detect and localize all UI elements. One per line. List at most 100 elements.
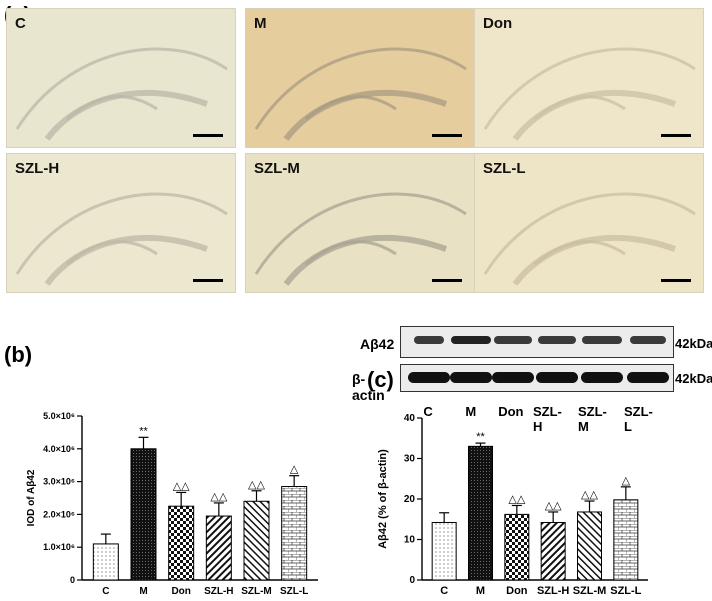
bar-szl-l	[281, 486, 308, 581]
y-tick-label: 3.0×10⁶	[43, 477, 75, 487]
x-tick-label: SZL-H	[537, 585, 569, 597]
y-tick-label: 20	[404, 494, 416, 505]
cell-layer-arc	[483, 192, 696, 275]
significance-mark: △△	[248, 479, 265, 491]
x-tick-label: M	[139, 586, 147, 597]
cell-layer-arc	[66, 240, 158, 266]
scale-bar	[432, 134, 462, 137]
band-beta-actin-szl-h	[536, 372, 578, 383]
x-tick-label: C	[440, 585, 448, 597]
blot-kda-label-beta-actin: 42kDa	[675, 371, 712, 386]
y-axis-label: Aβ42 (% of β-actin)	[377, 449, 389, 549]
micrograph-szl-m: SZL-M	[245, 153, 475, 293]
band-beta-actin-don	[492, 372, 534, 383]
y-axis-label: IOD of Aβ42	[26, 469, 37, 526]
scale-bar	[432, 279, 462, 282]
bar-szl-m	[577, 511, 602, 581]
y-tick-label: 10	[404, 535, 416, 546]
cell-layer-arc	[254, 47, 467, 130]
y-tick-label: 0	[70, 575, 75, 585]
bar-szl-h	[540, 521, 566, 581]
y-tick-label: 2.0×10⁶	[43, 509, 75, 519]
micrograph-szl-l: SZL-L	[474, 153, 704, 293]
scale-bar	[661, 134, 691, 137]
micrograph-c: C	[6, 8, 236, 148]
x-tick-label: M	[476, 585, 485, 597]
x-tick-label: C	[102, 586, 109, 597]
bar-szl-l	[613, 499, 639, 581]
x-tick-label: SZL-M	[573, 585, 607, 597]
band-beta-actin-m	[450, 372, 492, 383]
band-abeta42-szl-l	[630, 336, 666, 344]
band-abeta42-szl-h	[538, 336, 576, 344]
hippocampus-texture	[254, 47, 467, 141]
x-tick-label: SZL-M	[241, 586, 272, 597]
significance-mark: △△	[581, 489, 598, 501]
chart-abeta42-percent-actin: 0 10 20 30 40 Aβ42 (% of β-actin) C ** M △△ Don △△ S…	[377, 413, 648, 597]
bar-c	[92, 543, 119, 581]
blot-membrane-beta-actin	[400, 364, 674, 392]
panel-label-c: (c)	[367, 367, 394, 392]
significance-mark: △△	[508, 493, 525, 505]
band-beta-actin-szl-l	[627, 372, 669, 383]
cell-layer-arc	[483, 47, 696, 130]
hippocampus-texture	[483, 192, 696, 286]
bar-don	[504, 513, 530, 581]
x-tick-label: SZL-L	[610, 585, 641, 597]
band-abeta42-szl-m	[582, 336, 622, 344]
band-abeta42-c	[414, 336, 444, 344]
blot-row-label-beta-actin: β-actin	[352, 371, 385, 403]
significance-mark: △	[622, 475, 631, 487]
cell-layer-arc	[66, 95, 158, 121]
lane-label-szl-m: SZL-M	[578, 404, 607, 434]
bar-don	[168, 505, 195, 581]
y-tick-label: 30	[404, 454, 416, 465]
hippocampus-texture	[254, 192, 467, 286]
lane-label-m: M	[465, 404, 477, 419]
hippocampus-texture	[15, 192, 228, 286]
micrograph-don: Don	[474, 8, 704, 148]
band-abeta42-don	[494, 336, 532, 344]
bar-m	[130, 448, 157, 581]
lane-label-c: C	[423, 404, 433, 419]
significance-mark: △△	[173, 480, 190, 492]
lane-label-szl-h: SZL-H	[533, 404, 562, 434]
cell-layer-arc	[534, 95, 626, 121]
panel-label-b: (b)	[4, 342, 33, 367]
scale-bar	[193, 134, 223, 137]
x-tick-label: SZL-L	[280, 586, 308, 597]
y-tick-label: 1.0×10⁶	[43, 542, 75, 552]
micrograph-label: SZL-M	[254, 160, 300, 177]
micrograph-label: SZL-L	[483, 160, 526, 177]
significance-mark: △	[290, 464, 299, 476]
y-tick-label: 40	[404, 413, 416, 424]
y-tick-label: 0	[409, 575, 415, 586]
lane-label-szl-l: SZL-L	[624, 404, 653, 434]
bar-c	[431, 521, 457, 581]
micrograph-label: M	[254, 15, 267, 32]
significance-mark: **	[139, 425, 148, 437]
significance-mark: **	[476, 431, 485, 443]
cell-layer-arc	[254, 192, 467, 275]
x-tick-label: Don	[506, 585, 528, 597]
x-tick-label: SZL-H	[204, 586, 233, 597]
bar-szl-h	[205, 515, 232, 581]
y-tick-label: 5.0×10⁶	[43, 411, 75, 421]
significance-mark: △△	[545, 500, 562, 512]
band-abeta42-m	[451, 336, 491, 344]
blot-membrane-abeta42	[400, 326, 674, 358]
bar-m	[468, 445, 493, 581]
micrograph-label: SZL-H	[15, 160, 60, 177]
y-tick-label: 4.0×10⁶	[43, 444, 75, 454]
band-beta-actin-c	[408, 372, 450, 383]
micrograph-szl-h: SZL-H	[6, 153, 236, 293]
lane-label-don: Don	[498, 404, 524, 419]
cell-layer-arc	[305, 95, 397, 121]
chart-iod-abeta42: 0 1.0×10⁶ 2.0×10⁶ 3.0×10⁶ 4.0×10⁶ 5.0×10⁶ IOD …	[26, 411, 318, 597]
blot-kda-label-abeta42: 42kDa	[675, 336, 712, 351]
hippocampus-texture	[15, 47, 228, 141]
hippocampus-texture	[483, 47, 696, 141]
micrograph-label: C	[15, 15, 26, 32]
bar-szl-m	[243, 500, 270, 581]
blot-row-label-abeta42: Aβ42	[360, 336, 395, 352]
